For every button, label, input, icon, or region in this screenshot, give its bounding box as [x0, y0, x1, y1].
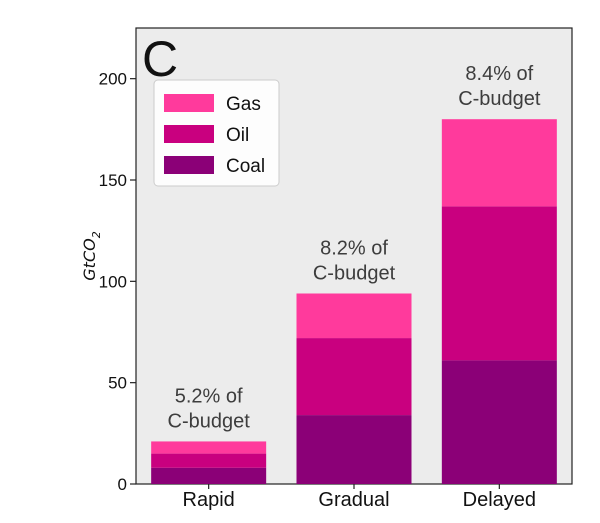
- annotation-text: 8.2% of: [320, 237, 388, 259]
- bar-gas-gradual: [296, 293, 412, 339]
- y-tick-label: 50: [108, 374, 127, 393]
- x-tick-label: Rapid: [183, 489, 235, 511]
- panel-letter: C: [142, 31, 178, 87]
- bar-oil-rapid: [151, 453, 267, 468]
- annotation-text: 5.2% of: [175, 385, 243, 407]
- y-axis-label-subscript: 2: [90, 231, 103, 238]
- annotation-text: C-budget: [458, 88, 541, 110]
- bar-coal-delayed: [441, 360, 557, 484]
- legend-swatch-gas: [164, 94, 214, 112]
- bar-coal-rapid: [151, 467, 267, 484]
- y-tick-label: 0: [118, 475, 127, 494]
- bar-gas-delayed: [441, 119, 557, 207]
- x-axis: Rapid Gradual Delayed: [183, 484, 536, 511]
- x-tick-label: Delayed: [463, 489, 536, 511]
- bar-oil-gradual: [296, 338, 412, 416]
- x-tick-label: Gradual: [318, 489, 389, 511]
- bar-oil-delayed: [441, 206, 557, 361]
- legend-label-oil: Oil: [226, 125, 249, 146]
- annotations-group: 5.2% of C-budget 8.2% of C-budget 8.4% of C-b…: [168, 63, 541, 432]
- legend-swatch-coal: [164, 156, 214, 174]
- annotation-text: C-budget: [313, 262, 396, 284]
- annotation-text: 8.4% of: [465, 63, 533, 85]
- y-tick-label: 200: [99, 70, 127, 89]
- legend-label-coal: Coal: [226, 156, 265, 177]
- y-tick-label: 100: [99, 272, 127, 291]
- legend-label-gas: Gas: [226, 94, 261, 115]
- bar-coal-gradual: [296, 415, 412, 484]
- legend-swatch-oil: [164, 125, 214, 143]
- legend: Gas Oil Coal: [153, 79, 280, 187]
- bars-group: [151, 119, 557, 484]
- y-axis: 0 50 100 150 200: [99, 70, 136, 494]
- y-axis-label: GtCO2: [80, 231, 103, 280]
- y-axis-label-text: GtCO: [80, 238, 99, 280]
- annotation-text: C-budget: [168, 410, 251, 432]
- y-tick-label: 150: [99, 171, 127, 190]
- bar-gas-rapid: [151, 441, 267, 454]
